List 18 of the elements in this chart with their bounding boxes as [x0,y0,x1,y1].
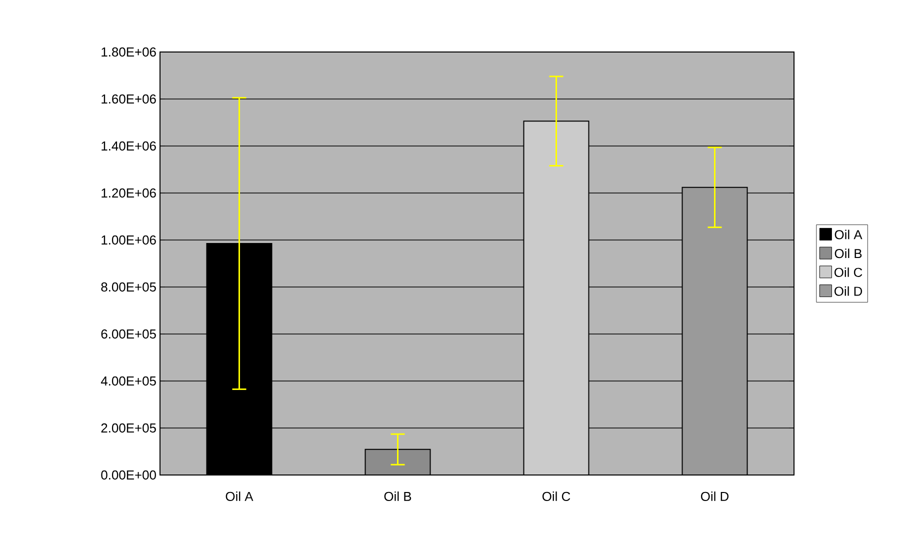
legend-label: Oil D [834,286,862,296]
y-tick-label: 8.00E+05 [101,282,156,292]
y-tick-label: 1.40E+06 [102,141,156,151]
y-tick-label: 4.00E+05 [100,376,156,386]
legend-label: Oil C [834,267,862,277]
legend-label: Oil A [834,230,862,240]
y-tick-label: 1.60E+06 [102,94,156,104]
y-tick-label: 1.20E+06 [102,188,156,198]
y-tick-label: 1.00E+06 [102,235,156,245]
y-tick-label: 0.00E+00 [101,470,156,480]
x-tick-label: Oil B [384,492,412,502]
legend-label: Oil B [834,248,862,258]
x-tick-label: Oil D [700,492,729,502]
y-tick-label: 1.80E+06 [102,47,156,57]
y-tick-label: 6.00E+05 [101,329,156,339]
x-tick-label: Oil C [542,492,570,502]
y-tick-label: 2.00E+05 [101,423,156,433]
x-tick-label: Oil A [226,492,254,502]
